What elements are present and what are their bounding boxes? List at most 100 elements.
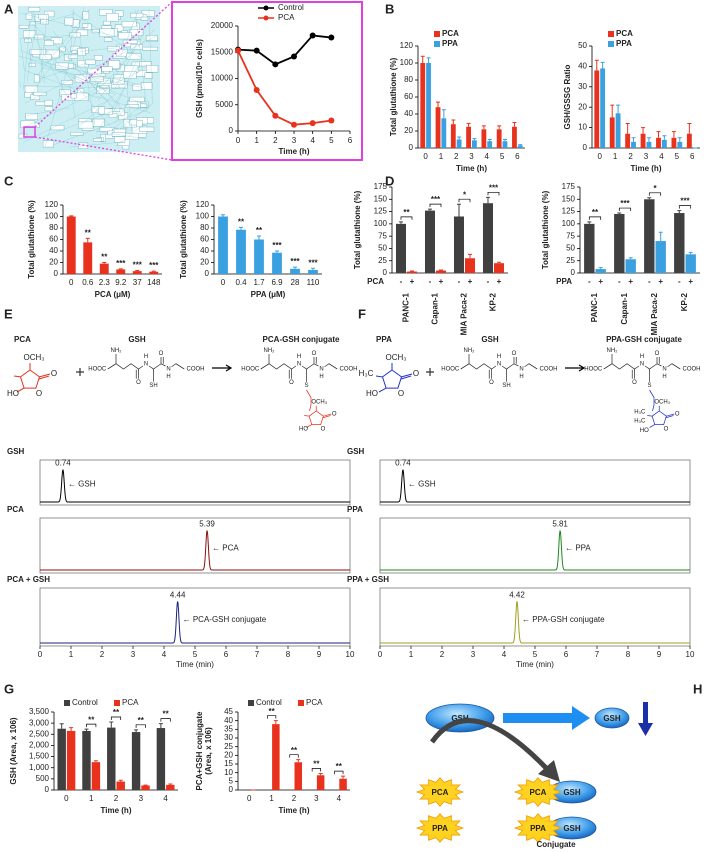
x-tick-label: 1.7 [253, 278, 265, 287]
bar [450, 124, 456, 148]
error-bar [134, 729, 139, 733]
y-axis-label: (Area, x 106) [204, 727, 213, 775]
error-bar [84, 728, 89, 731]
network-edge [28, 58, 86, 83]
x-tick-label: 0 [423, 152, 428, 161]
network-node [25, 112, 38, 120]
bar [339, 778, 347, 790]
y-axis-label: GSH (Area, x 106) [9, 717, 18, 784]
point [291, 121, 297, 128]
error-bar [671, 131, 676, 138]
significance-bracket [135, 724, 146, 728]
bar [149, 271, 159, 274]
point [309, 120, 316, 127]
atom-label: O [51, 369, 57, 378]
x-tick-label: 110 [307, 278, 320, 287]
series-label: + [658, 277, 663, 286]
error-bar [647, 197, 652, 200]
bar [640, 133, 646, 148]
zoom-line [34, 1, 173, 128]
x-tick-label: 6 [515, 152, 520, 161]
panel-label: E [4, 306, 13, 321]
atom-label: S [304, 383, 308, 389]
significance-label: * [463, 190, 467, 199]
series-label: + [497, 277, 502, 286]
network-node [68, 54, 79, 59]
bar [595, 269, 606, 273]
network-node [44, 10, 55, 18]
significance-label: ** [592, 208, 599, 217]
error-bar [427, 208, 432, 211]
treatment-label: PCA [367, 277, 384, 286]
bar [420, 63, 426, 148]
y-tick-label: 10 [224, 768, 233, 777]
peak [40, 601, 350, 644]
atom-label: NH₂ [111, 348, 123, 354]
network-node [61, 80, 73, 85]
bar [66, 216, 76, 274]
x-tick-label: Capan-1 [431, 292, 440, 324]
bar [132, 271, 142, 274]
error-bar [628, 257, 633, 260]
significance-label: *** [489, 183, 499, 192]
network-edge [23, 101, 107, 143]
x-tick-label: 6 [690, 152, 695, 161]
peak [40, 530, 350, 571]
atom-label: HO [640, 428, 649, 434]
y-axis-label: Total glutathione (%) [353, 190, 362, 269]
significance-label: ** [256, 226, 263, 235]
atom-label: OCH₃ [654, 400, 670, 406]
atom-label: COOH [683, 367, 701, 373]
significance-label: *** [149, 261, 159, 270]
x-tick-label: 9.2 [115, 278, 127, 287]
bar [482, 203, 493, 273]
bar [496, 129, 502, 148]
legend-swatch [114, 700, 120, 706]
x-tick-label: 3 [131, 650, 136, 659]
reactant-label: PPA [376, 335, 392, 344]
bar [57, 728, 66, 790]
bar [594, 70, 600, 148]
network-node [70, 93, 77, 99]
network-edge [19, 35, 74, 39]
x-tick-label: Capan-1 [620, 292, 629, 324]
atom-label: H [640, 354, 644, 360]
lactone: OCH₃ HO O O [299, 400, 337, 433]
error-bar [151, 270, 156, 272]
error-bar [677, 210, 682, 214]
atom-label: O [675, 412, 680, 418]
y-tick-label: 20 [578, 102, 587, 111]
x-tick-label: 2 [100, 650, 105, 659]
y-tick-label: 500 [36, 774, 50, 783]
chromatogram-title: GSH [347, 447, 365, 456]
star [513, 813, 563, 843]
network-node [114, 136, 126, 143]
network-node [91, 29, 100, 34]
bar [502, 141, 508, 148]
network-edge [70, 8, 74, 53]
error-bar [318, 773, 323, 776]
bond [603, 363, 640, 370]
y-tick-label: 50 [578, 41, 587, 50]
y-tick-label: 75 [566, 231, 575, 240]
x-axis-label: Time (h) [279, 147, 310, 156]
x-tick-label: 3 [139, 794, 144, 803]
significance-label: ** [403, 208, 410, 217]
error-bar [594, 59, 599, 71]
network-node [108, 113, 118, 118]
x-axis-label: Time (h) [101, 806, 132, 815]
peak-label: ← GSH [68, 479, 96, 488]
product-label: PPA-GSH conjugate [606, 335, 682, 344]
ring [651, 410, 667, 425]
x-tick-label: 3 [469, 152, 474, 161]
y-axis-label: PCA+GSH conjugate [195, 711, 204, 790]
bond [460, 363, 497, 370]
bond [148, 363, 166, 370]
network-node [140, 16, 149, 21]
down-arrow [638, 702, 653, 736]
network-node [132, 83, 142, 91]
chromatogram-title: PCA + GSH [7, 575, 50, 584]
x-tick-label: 2 [454, 152, 459, 161]
network-node [77, 121, 94, 129]
